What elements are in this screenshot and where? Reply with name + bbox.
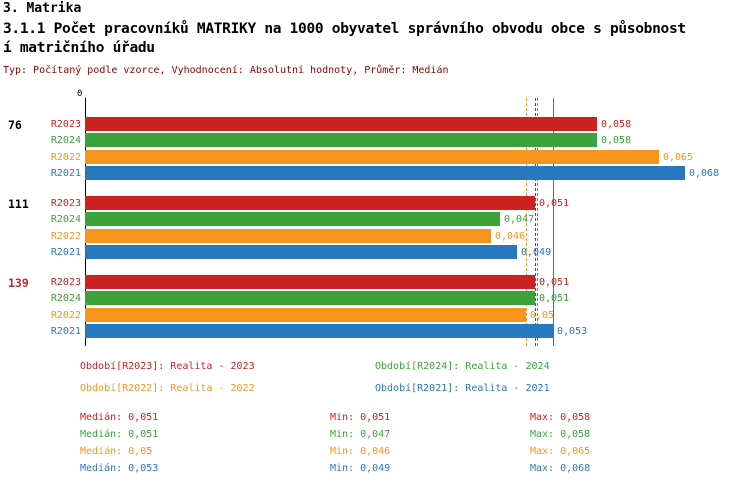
bar — [85, 196, 535, 210]
series-label: R2023 — [50, 198, 81, 209]
indicator-title-line1: 3.1.1 Počet pracovníků MATRIKY na 1000 o… — [3, 21, 686, 37]
bar-value-label: 0,065 — [663, 152, 694, 163]
x-axis-origin-tick-label: 0 — [77, 89, 83, 99]
stat-median-r2023: Medián: 0,051 — [80, 412, 159, 423]
bar — [85, 166, 685, 180]
series-label: R2022 — [50, 231, 81, 242]
indicator-meta: Typ: Počítaný podle vzorce, Vyhodnocení:… — [3, 65, 449, 76]
bar — [85, 308, 526, 322]
series-label: R2022 — [50, 310, 81, 321]
stat-min-r2022: Min: 0,046 — [330, 446, 391, 457]
bar — [85, 117, 597, 131]
bar-value-label: 0,051 — [539, 198, 570, 209]
bar — [85, 245, 517, 259]
stat-max-r2024: Max: 0,058 — [530, 429, 591, 440]
series-label: R2023 — [50, 119, 81, 130]
stat-min-r2021: Min: 0,049 — [330, 463, 391, 474]
series-label: R2022 — [50, 152, 81, 163]
group-label: 76 — [8, 118, 22, 132]
group-label: 111 — [8, 197, 29, 211]
series-label: R2023 — [50, 277, 81, 288]
bar-value-label: 0,05 — [530, 310, 555, 321]
stat-min-r2024: Min: 0,047 — [330, 429, 391, 440]
bar-value-label: 0,046 — [495, 231, 526, 242]
legend-item-r2023: Období[R2023]: Realita - 2023 — [80, 361, 255, 372]
bar-value-label: 0,068 — [689, 168, 720, 179]
bar-value-label: 0,053 — [557, 326, 588, 337]
bar-value-label: 0,047 — [504, 214, 535, 225]
stat-max-r2021: Max: 0,068 — [530, 463, 591, 474]
legend-item-r2024: Období[R2024]: Realita - 2024 — [375, 361, 550, 372]
series-label: R2024 — [50, 293, 81, 304]
section-title: 3. Matrika — [3, 1, 82, 16]
bar — [85, 212, 500, 226]
series-label: R2021 — [50, 247, 81, 258]
bar-value-label: 0,051 — [539, 277, 570, 288]
stat-max-r2022: Max: 0,065 — [530, 446, 591, 457]
median-line-r2023 — [535, 98, 536, 346]
bar — [85, 133, 597, 147]
series-label: R2024 — [50, 214, 81, 225]
bar — [85, 291, 535, 305]
series-label: R2021 — [50, 168, 81, 179]
stat-median-r2022: Medián: 0,05 — [80, 446, 153, 457]
bar-value-label: 0,058 — [601, 135, 632, 146]
median-line-r2024 — [537, 98, 538, 346]
bar-value-label: 0,051 — [539, 293, 570, 304]
bar — [85, 229, 491, 243]
legend-item-r2022: Období[R2022]: Realita - 2022 — [80, 383, 255, 394]
indicator-title-line2: í matričního úřadu — [3, 40, 155, 56]
bar — [85, 150, 659, 164]
median-line-r2021 — [553, 98, 554, 346]
series-label: R2024 — [50, 135, 81, 146]
series-label: R2021 — [50, 326, 81, 337]
bar-value-label: 0,058 — [601, 119, 632, 130]
legend-item-r2021: Období[R2021]: Realita - 2021 — [375, 383, 550, 394]
median-line-r2022 — [526, 98, 527, 346]
stat-median-r2024: Medián: 0,051 — [80, 429, 159, 440]
bar-value-label: 0,049 — [521, 247, 552, 258]
stat-min-r2023: Min: 0,051 — [330, 412, 391, 423]
stat-median-r2021: Medián: 0,053 — [80, 463, 159, 474]
bar — [85, 275, 535, 289]
group-label: 139 — [8, 276, 29, 290]
stat-max-r2023: Max: 0,058 — [530, 412, 591, 423]
bar — [85, 324, 553, 338]
